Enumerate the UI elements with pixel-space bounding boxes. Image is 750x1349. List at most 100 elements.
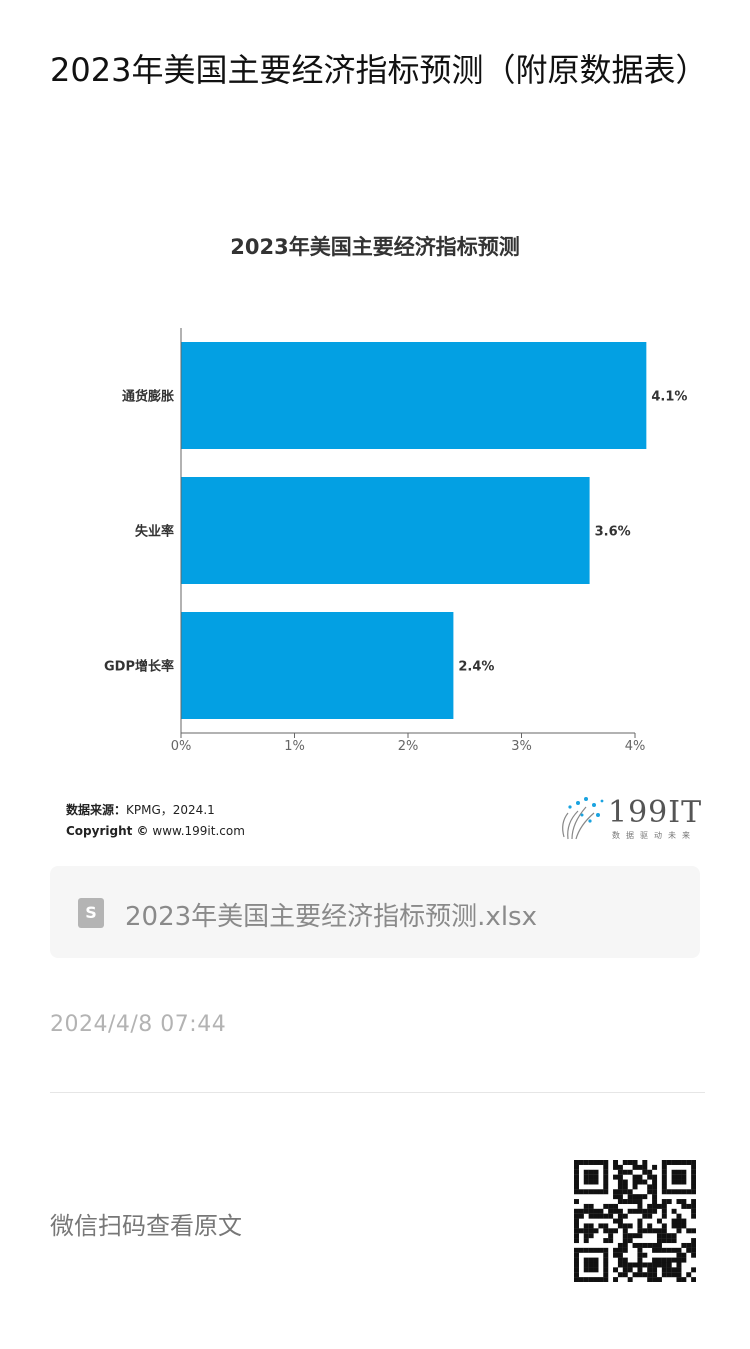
qr-module: [656, 1203, 662, 1209]
attachment-filename[interactable]: 2023年美国主要经济指标预测.xlsx: [125, 902, 537, 932]
qr-module: [603, 1223, 609, 1229]
qr-module: [652, 1164, 658, 1170]
qr-module: [676, 1247, 682, 1253]
qr-module: [681, 1223, 687, 1229]
qr-module: [578, 1228, 584, 1234]
qr-module: [583, 1247, 589, 1253]
qr-module: [647, 1174, 653, 1180]
qr-module: [617, 1208, 623, 1214]
qr-module: [637, 1218, 643, 1224]
qr-module: [642, 1272, 648, 1278]
qr-module: [686, 1160, 692, 1165]
qr-module: [603, 1184, 609, 1190]
data-label: 3.6%: [595, 525, 631, 540]
qr-module: [676, 1199, 682, 1205]
qr-module: [608, 1233, 614, 1239]
qr-module: [603, 1174, 609, 1180]
qr-module: [647, 1272, 653, 1278]
qr-module: [656, 1238, 662, 1244]
qr-module: [574, 1184, 579, 1190]
qr-module: [608, 1208, 614, 1214]
qr-module: [622, 1199, 628, 1205]
qr-module: [681, 1218, 687, 1224]
qr-module: [661, 1223, 667, 1229]
qr-module: [627, 1277, 633, 1282]
qr-code[interactable]: [574, 1160, 696, 1282]
qr-module: [647, 1189, 653, 1195]
qr-module: [608, 1203, 614, 1209]
qr-module: [676, 1169, 682, 1175]
qr-module: [691, 1184, 696, 1190]
attachment-file-card[interactable]: S 2023年美国主要经济指标预测.xlsx: [50, 866, 700, 958]
qr-module: [661, 1199, 667, 1205]
qr-module: [671, 1174, 677, 1180]
qr-module: [588, 1174, 594, 1180]
qr-module: [617, 1252, 623, 1258]
qr-module: [574, 1262, 579, 1268]
qr-module: [613, 1189, 619, 1195]
qr-module: [578, 1247, 584, 1253]
qr-module: [617, 1199, 623, 1205]
qr-module: [613, 1174, 619, 1180]
qr-module: [627, 1189, 633, 1195]
qr-module: [637, 1257, 643, 1263]
qr-module: [681, 1174, 687, 1180]
qr-module: [686, 1247, 692, 1253]
qr-module: [583, 1223, 589, 1229]
qr-module: [661, 1160, 667, 1165]
qr-module: [613, 1252, 619, 1258]
qr-module: [603, 1164, 609, 1170]
qr-module: [617, 1272, 623, 1278]
qr-module: [632, 1272, 638, 1278]
qr-module: [627, 1267, 633, 1273]
x-tick-label: 2%: [398, 739, 419, 754]
qr-module: [666, 1272, 672, 1278]
qr-module: [681, 1169, 687, 1175]
qr-module: [661, 1257, 667, 1263]
scan-to-view-text: 微信扫码查看原文: [50, 1212, 242, 1240]
199it-logo: 199IT 数据驱动未来: [558, 793, 701, 843]
qr-module: [593, 1213, 599, 1219]
qr-module: [637, 1179, 643, 1185]
qr-module: [691, 1277, 696, 1282]
qr-module: [593, 1247, 599, 1253]
qr-module: [622, 1184, 628, 1190]
qr-module: [588, 1262, 594, 1268]
qr-module: [642, 1179, 648, 1185]
qr-module: [613, 1228, 619, 1234]
qr-module: [632, 1199, 638, 1205]
qr-module: [627, 1169, 633, 1175]
qr-module: [598, 1208, 604, 1214]
qr-module: [593, 1169, 599, 1175]
qr-module: [681, 1257, 687, 1263]
qr-module: [691, 1199, 696, 1205]
qr-module: [656, 1277, 662, 1282]
qr-module: [666, 1267, 672, 1273]
qr-module: [691, 1228, 696, 1234]
qr-module: [578, 1277, 584, 1282]
qr-module: [613, 1208, 619, 1214]
qr-module: [574, 1223, 579, 1229]
qr-module: [574, 1272, 579, 1278]
qr-module: [574, 1233, 579, 1239]
qr-module: [671, 1233, 677, 1239]
qr-module: [598, 1247, 604, 1253]
qr-module: [671, 1272, 677, 1278]
qr-module: [603, 1257, 609, 1263]
qr-module: [666, 1257, 672, 1263]
qr-module: [617, 1218, 623, 1224]
qr-module: [622, 1233, 628, 1239]
category-label: GDP增长率: [104, 659, 174, 675]
logo-subtitle: 数据驱动未来: [612, 831, 696, 840]
qr-module: [627, 1194, 633, 1200]
qr-module: [652, 1267, 658, 1273]
qr-module: [691, 1267, 696, 1273]
qr-module: [691, 1169, 696, 1175]
qr-module: [613, 1247, 619, 1253]
qr-module: [691, 1160, 696, 1165]
qr-module: [647, 1213, 653, 1219]
qr-module: [574, 1257, 579, 1263]
qr-module: [632, 1208, 638, 1214]
qr-module: [661, 1267, 667, 1273]
qr-module: [637, 1203, 643, 1209]
